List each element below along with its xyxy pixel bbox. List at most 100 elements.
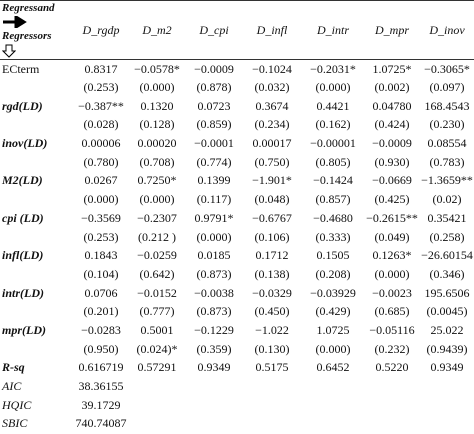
p-value: (0.425) — [374, 192, 410, 207]
coefficient: −0.0023 — [372, 285, 412, 300]
spacer — [0, 265, 74, 284]
r-squared: 0.9349 — [197, 360, 231, 375]
p-value: (0.333) — [315, 229, 351, 244]
coefficient: −0.0009 — [194, 61, 234, 76]
coefficient: −0.0152 — [137, 285, 177, 300]
coefficient: 0.35421 — [427, 210, 467, 225]
p-value: (0.048) — [254, 192, 290, 207]
coefficient: −0.2615** — [366, 210, 418, 225]
coefficient: 0.1843 — [84, 248, 118, 263]
coefficient: −0.03929 — [310, 285, 356, 300]
p-value: (0.873) — [196, 266, 232, 281]
p-value: (0.032) — [254, 80, 290, 95]
p-value: (0.805) — [315, 154, 351, 169]
column-header: D_infl — [242, 0, 302, 60]
p-value: (0.201) — [83, 304, 119, 319]
coefficient: −26.60154 — [421, 248, 473, 263]
coefficient: 0.0706 — [84, 285, 118, 300]
coefficient: −0.05116 — [369, 322, 415, 337]
row-label: HQIC — [2, 397, 32, 412]
p-value: (0.002) — [374, 80, 410, 95]
r-squared: 0.6452 — [316, 360, 350, 375]
row-label: ECterm — [2, 61, 40, 76]
p-value: (0.930) — [374, 154, 410, 169]
row-label: M2(LD) — [2, 173, 43, 188]
coefficient: 0.4421 — [316, 98, 350, 113]
p-value-row: (0.253) (0.000) (0.878) (0.032) (0.000) (0.00… — [0, 78, 474, 97]
spacer — [0, 340, 74, 359]
p-value: (0.346) — [429, 266, 465, 281]
r-squared: 0.5175 — [255, 360, 289, 375]
regressand-label: Regressand — [2, 2, 55, 14]
corner-cell: Regressand Regressors — [0, 0, 74, 60]
coefficient: −0.0578* — [134, 61, 180, 76]
coefficient: 0.0185 — [197, 248, 231, 263]
p-value: (0.000) — [315, 80, 351, 95]
row-label: R-sq — [2, 360, 25, 375]
coefficient-row: cpi (LD) −0.3569 −0.2307 0.9791* −0.6767 −0.4… — [0, 209, 474, 228]
down-arrow-icon — [2, 44, 16, 58]
spacer — [0, 190, 74, 209]
coefficient: 195.6506 — [424, 285, 470, 300]
coefficient: 0.0267 — [84, 173, 118, 188]
p-value-row: (0.253) (0.212 ) (0.000) (0.106) (0.333) (0.0… — [0, 228, 474, 247]
p-value: (0.0045) — [426, 304, 468, 319]
criterion-value: 740.74087 — [75, 416, 127, 431]
criterion-row: SBIC 740.74087 — [0, 415, 474, 434]
row-label: AIC — [2, 379, 22, 394]
column-header: D_mpr — [364, 0, 420, 60]
p-value: (0.106) — [254, 229, 290, 244]
coefficient-row: inov(LD) 0.00006 0.00020 −0.0001 0.00017 −0.0… — [0, 134, 474, 153]
p-value: (0.685) — [374, 304, 410, 319]
coefficient: −0.0669 — [372, 173, 412, 188]
coefficient: −0.387** — [78, 98, 124, 113]
coefficient: 0.04780 — [372, 98, 412, 113]
criterion-value: 39.1729 — [81, 397, 121, 412]
coefficient: −0.0259 — [137, 248, 177, 263]
p-value-row: (0.950) (0.024)* (0.359) (0.130) (0.000) (0.2… — [0, 340, 474, 359]
p-value: (0.104) — [83, 266, 119, 281]
p-value: (0.138) — [254, 266, 290, 281]
coefficient: 0.08554 — [427, 136, 467, 151]
p-value: (0.232) — [374, 341, 410, 356]
header-row: Regressand Regressors D_rgdp D_m2 D_cpi D_i… — [0, 0, 474, 60]
coefficient: 0.00020 — [137, 136, 177, 151]
p-value: (0.359) — [196, 341, 232, 356]
p-value-row: (0.028) (0.128) (0.859) (0.234) (0.162) (0.42… — [0, 116, 474, 135]
spacer — [0, 116, 74, 135]
r-squared-row: R-sq 0.616719 0.57291 0.9349 0.5175 0.6452 0.5… — [0, 359, 474, 378]
table-body: ECterm 0.8317 −0.0578* −0.0009 −0.1024 −0.203… — [0, 60, 474, 434]
coefficient-row: intr(LD) 0.0706 −0.0152 −0.0038 −0.0329 −0.03… — [0, 284, 474, 303]
coefficient: 0.1399 — [197, 173, 231, 188]
coefficient-row: ECterm 0.8317 −0.0578* −0.0009 −0.1024 −0.203… — [0, 60, 474, 79]
coefficient: 1.0725* — [372, 61, 412, 76]
coefficient: 0.9791* — [194, 210, 234, 225]
coefficient: 0.8317 — [84, 61, 118, 76]
p-value: (0.234) — [254, 117, 290, 132]
p-value: (0.049) — [374, 229, 410, 244]
p-value: (0.857) — [315, 192, 351, 207]
p-value: (0.708) — [139, 154, 175, 169]
p-value: (0.028) — [83, 117, 119, 132]
p-value: (0.000) — [139, 80, 175, 95]
coefficient: −0.0001 — [194, 136, 234, 151]
p-value: (0.878) — [196, 80, 232, 95]
coefficient: −0.00001 — [310, 136, 356, 151]
p-value: (0.024)* — [136, 341, 178, 356]
coefficient: 168.4543 — [424, 98, 470, 113]
spacer — [0, 228, 74, 247]
row-label: infl(LD) — [2, 248, 44, 263]
regressors-label: Regressors — [2, 30, 52, 42]
p-value-row: (0.000) (0.000) (0.117) (0.048) (0.857) (0.42… — [0, 190, 474, 209]
p-value: (0.859) — [196, 117, 232, 132]
p-value: (0.097) — [429, 80, 465, 95]
coefficient: 0.7250* — [137, 173, 177, 188]
column-header: D_intr — [302, 0, 364, 60]
r-squared: 0.616719 — [78, 360, 124, 375]
spacer — [0, 78, 74, 97]
column-header: D_cpi — [186, 0, 242, 60]
p-value: (0.642) — [139, 266, 175, 281]
r-squared: 0.5220 — [375, 360, 409, 375]
